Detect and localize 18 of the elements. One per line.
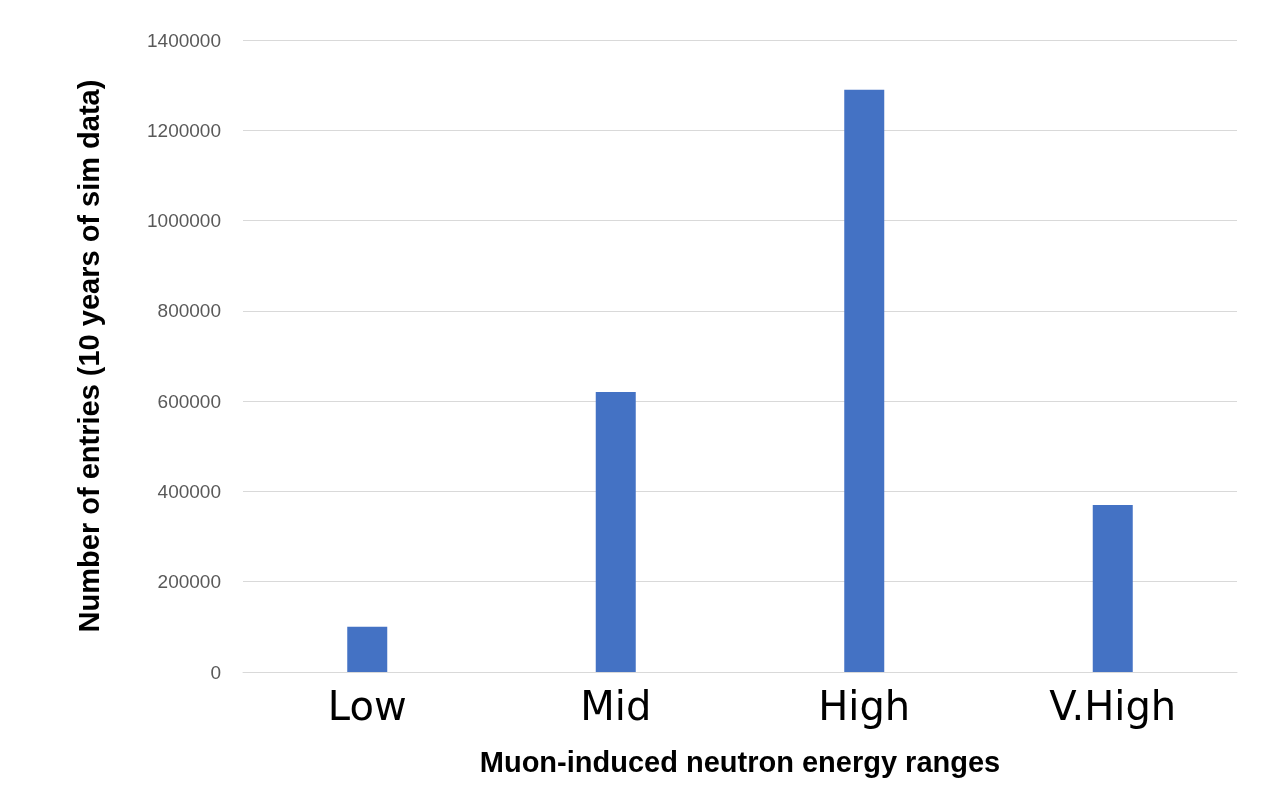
y-tick-label: 1200000 [147, 119, 221, 141]
bar [844, 89, 885, 672]
y-tick-label: 1400000 [147, 29, 221, 51]
x-tick-label: Mid [580, 683, 652, 729]
y-tick-label: 1000000 [147, 210, 221, 232]
y-tick-label: 600000 [157, 390, 221, 412]
y-tick-label: 800000 [157, 300, 221, 322]
x-tick-label: V.High [1049, 683, 1177, 729]
y-tick-label: 400000 [157, 480, 221, 502]
y-tick-label: 200000 [157, 571, 221, 593]
x-tick-label: Low [327, 683, 407, 729]
bar [347, 626, 388, 672]
x-tick-label: High [818, 683, 911, 729]
x-axis-title: Muon-induced neutron energy ranges [479, 745, 1001, 778]
bar [1092, 504, 1133, 672]
y-axis-title: Number of entries (10 years of sim data) [72, 79, 105, 633]
bar [595, 392, 636, 672]
y-tick-label: 0 [210, 661, 221, 683]
